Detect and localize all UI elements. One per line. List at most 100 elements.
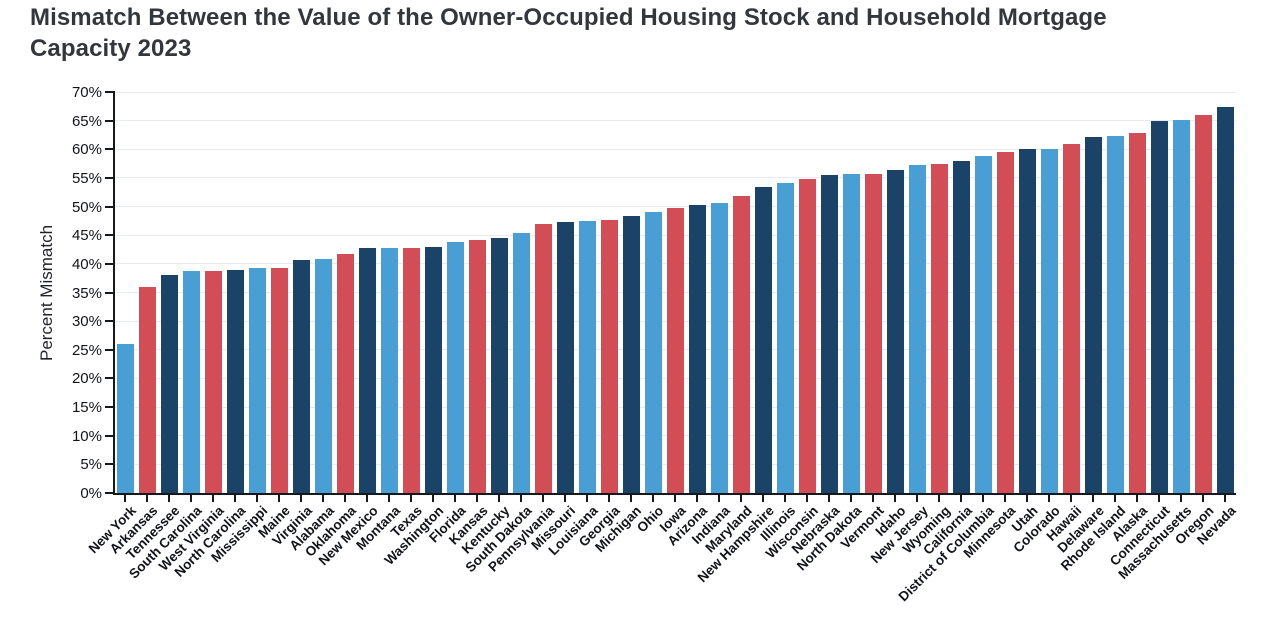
y-tick-label: 55%: [71, 169, 102, 187]
x-axis-tick: [1158, 495, 1160, 502]
bar-new-jersey: [908, 164, 926, 493]
bar-maryland: [732, 196, 750, 493]
x-axis-tick: [960, 495, 962, 502]
bar-california: [952, 161, 970, 493]
x-axis-tick: [608, 495, 610, 502]
x-axis-tick: [696, 495, 698, 502]
gridline: [114, 206, 1236, 208]
x-axis-tick: [322, 495, 324, 502]
bar-south-dakota: [512, 232, 530, 493]
y-axis-tick: [105, 406, 113, 409]
bar-utah: [1018, 149, 1036, 493]
x-axis-tick: [1048, 495, 1050, 502]
bar-alabama: [314, 259, 332, 493]
x-axis-tick: [1202, 495, 1204, 502]
y-tick-label: 65%: [71, 112, 102, 130]
x-axis-tick: [1092, 495, 1094, 502]
y-tick-label: 25%: [71, 341, 102, 359]
bar-kentucky: [490, 237, 508, 493]
bar-tennessee: [160, 275, 178, 493]
x-axis-tick: [168, 495, 170, 502]
bar-rhode-island: [1106, 135, 1124, 493]
y-tick-label: 10%: [71, 427, 102, 445]
bar-pennsylvania: [534, 223, 552, 493]
y-axis-tick: [105, 291, 113, 294]
bar-nebraska: [820, 175, 838, 493]
bar-new-york: [116, 344, 134, 493]
bar-hawaii: [1062, 143, 1080, 493]
y-axis-tick: [105, 377, 113, 380]
bar-new-hampshire: [754, 187, 772, 493]
x-axis-tick: [432, 495, 434, 502]
x-axis-tick: [344, 495, 346, 502]
bar-new-mexico: [358, 248, 376, 493]
x-axis-line: [113, 493, 1236, 495]
y-tick-label: 5%: [80, 456, 102, 474]
y-axis-tick: [105, 91, 113, 93]
x-axis-tick: [366, 495, 368, 502]
chart-title: Mismatch Between the Value of the Owner-…: [30, 4, 1107, 62]
x-axis-tick: [1224, 495, 1226, 502]
gridline: [114, 148, 1236, 150]
x-axis-tick: [520, 495, 522, 502]
bar-idaho: [886, 170, 904, 493]
bar-kansas: [468, 239, 486, 493]
x-axis-tick: [1180, 495, 1182, 502]
x-axis-tick: [542, 495, 544, 502]
y-axis-tick: [105, 262, 113, 265]
bar-south-carolina: [182, 270, 200, 493]
x-axis-tick: [718, 495, 720, 502]
bar-virginia: [292, 260, 310, 493]
bar-arizona: [688, 204, 706, 493]
x-axis-tick: [256, 495, 258, 502]
y-tick-label: 30%: [71, 313, 102, 331]
bar-michigan: [622, 215, 640, 493]
x-axis-tick: [652, 495, 654, 502]
y-tick-label: 45%: [71, 227, 102, 245]
gridline: [114, 120, 1236, 122]
bar-west-virginia: [204, 270, 222, 493]
y-tick-label: 50%: [71, 198, 102, 216]
x-axis-tick: [476, 495, 478, 502]
y-axis-tick: [105, 492, 113, 494]
x-axis-tick: [388, 495, 390, 502]
bar-washington: [424, 246, 442, 493]
bar-north-carolina: [226, 269, 244, 493]
x-axis-tick: [410, 495, 412, 502]
x-axis-tick: [850, 495, 852, 502]
y-tick-label: 70%: [71, 84, 102, 101]
x-axis-tick: [674, 495, 676, 502]
x-axis-tick: [300, 495, 302, 502]
x-axis-tick: [212, 495, 214, 502]
bar-nevada: [1216, 107, 1234, 493]
x-axis-tick: [916, 495, 918, 502]
x-axis-tick: [498, 495, 500, 502]
y-axis-tick: [105, 320, 113, 323]
y-tick-label: 40%: [71, 255, 102, 273]
bar-massachusetts: [1172, 120, 1190, 493]
y-axis-tick: [105, 463, 113, 466]
bar-texas: [402, 247, 420, 493]
bar-missouri: [556, 222, 574, 493]
x-axis-tick: [454, 495, 456, 502]
bar-iowa: [666, 208, 684, 493]
bar-illinois: [776, 183, 794, 493]
x-axis-tick: [1004, 495, 1006, 502]
bar-maine: [270, 268, 288, 493]
y-tick-label: 20%: [71, 370, 102, 388]
bar-delaware: [1084, 136, 1102, 493]
y-axis-tick: [105, 348, 113, 351]
bar-wisconsin: [798, 179, 816, 493]
x-axis-tick: [586, 495, 588, 502]
gridline: [114, 177, 1236, 179]
x-axis-tick: [190, 495, 192, 502]
bar-colorado: [1040, 149, 1058, 493]
bar-wyoming: [930, 164, 948, 493]
bar-montana: [380, 247, 398, 493]
x-axis-tick: [1026, 495, 1028, 502]
y-axis-tick: [105, 119, 113, 122]
bar-oklahoma: [336, 253, 354, 493]
bar-arkansas: [138, 286, 156, 493]
